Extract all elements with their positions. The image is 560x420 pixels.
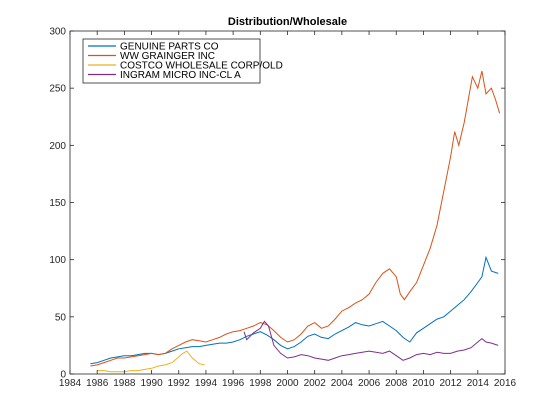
legend-label-0: GENUINE PARTS CO bbox=[120, 42, 219, 53]
x-tick-label: 1996 bbox=[222, 378, 245, 389]
x-tick-label: 2016 bbox=[494, 378, 517, 389]
y-tick-label: 100 bbox=[49, 255, 66, 266]
series-line-1 bbox=[90, 70, 501, 367]
y-tick-label: 0 bbox=[60, 370, 66, 381]
x-tick-label: 1988 bbox=[113, 378, 136, 389]
axes: 1984 1986 1988 1990 1992 1994 1996 1998 2000 2002… bbox=[49, 27, 516, 390]
legend-label-3: INGRAM MICRO INC-CL A bbox=[120, 70, 241, 81]
legend-label-1: WW GRAINGER INC bbox=[120, 51, 215, 62]
y-tick-label: 200 bbox=[49, 141, 66, 152]
y-tick-label: 300 bbox=[49, 27, 66, 38]
y-tick-label: 150 bbox=[49, 198, 66, 209]
x-tick-label: 2008 bbox=[385, 378, 408, 389]
x-tick-label: 1998 bbox=[249, 378, 272, 389]
x-tick-label: 2012 bbox=[440, 378, 463, 389]
x-tick-label: 1990 bbox=[140, 378, 163, 389]
x-tick-label: 1992 bbox=[168, 378, 191, 389]
x-tick-label: 2014 bbox=[467, 378, 490, 389]
series-line-3 bbox=[243, 320, 499, 361]
x-tick-label: 1994 bbox=[195, 378, 218, 389]
y-tick-label: 250 bbox=[49, 84, 66, 95]
y-tick-label: 50 bbox=[55, 312, 67, 323]
x-tick-label: 2010 bbox=[412, 378, 435, 389]
x-tick-label: 2000 bbox=[276, 378, 299, 389]
series-line-2 bbox=[97, 350, 205, 373]
chart-title: Distribution/Wholesale bbox=[228, 16, 347, 28]
x-tick-label: 2006 bbox=[358, 378, 381, 389]
plot-area bbox=[90, 70, 501, 373]
x-tick-label: 1986 bbox=[86, 378, 109, 389]
x-tick-label: 1984 bbox=[59, 378, 82, 389]
legend-label-2: COSTCO WHOLESALE CORP/OLD bbox=[120, 61, 283, 72]
x-tick-label: 2002 bbox=[304, 378, 327, 389]
series-line-0 bbox=[90, 255, 499, 365]
x-tick-label: 2004 bbox=[331, 378, 354, 389]
